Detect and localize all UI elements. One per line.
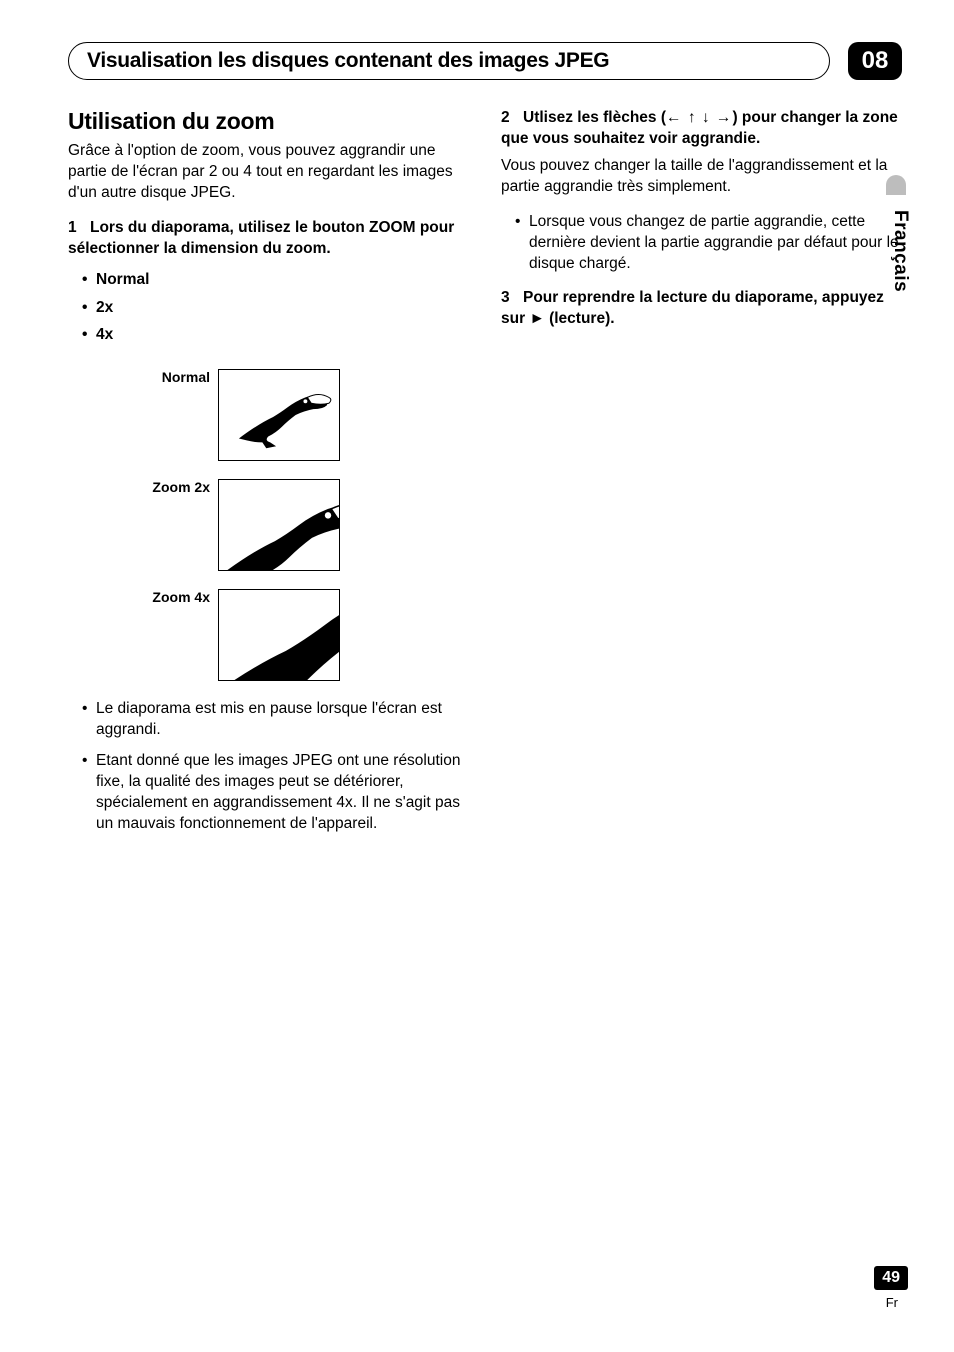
chapter-number: 08	[862, 47, 889, 75]
zoom-box-normal	[218, 369, 340, 461]
zoom-figure: Normal Zoom 2x	[68, 369, 469, 681]
option-2x: 2x	[96, 294, 469, 322]
page-number-badge: 49	[874, 1266, 908, 1290]
zoom-box-4x	[218, 589, 340, 681]
step-3-text-b: (lecture).	[545, 310, 615, 327]
side-language-label: Français	[889, 210, 911, 292]
section-title: Utilisation du zoom	[68, 108, 469, 135]
right-column: 2Utlisez les flèches (← ↑ ↓ →) pour chan…	[501, 108, 902, 845]
step-1-text: Lors du diaporama, utilisez le bouton ZO…	[68, 219, 454, 257]
step-3: 3Pour reprendre la lecture du diaporame,…	[501, 288, 902, 330]
side-tab-marker	[886, 175, 906, 195]
step-2-number: 2	[501, 108, 523, 129]
note-resolution: Etant donné que les images JPEG ont une …	[96, 751, 469, 835]
zoom-label-4x: Zoom 4x	[128, 589, 218, 605]
toucan-icon	[219, 590, 339, 680]
zoom-row-2x: Zoom 2x	[128, 479, 469, 571]
step-2-text-a: Utlisez les flèches (	[523, 109, 666, 126]
zoom-row-4x: Zoom 4x	[128, 589, 469, 681]
zoom-row-normal: Normal	[128, 369, 469, 461]
option-normal: Normal	[96, 266, 469, 294]
zoom-options-list: Normal 2x 4x	[68, 266, 469, 350]
play-icon: ►	[529, 310, 544, 327]
page-language-abbr: Fr	[886, 1295, 898, 1310]
zoom-label-normal: Normal	[128, 369, 218, 385]
zoom-notes: Le diaporama est mis en pause lorsque l'…	[68, 699, 469, 835]
option-4x: 4x	[96, 321, 469, 349]
toucan-icon	[219, 370, 339, 460]
step-2-note: Lorsque vous changez de partie aggrandie…	[529, 212, 902, 275]
page: Visualisation les disques contenant des …	[0, 0, 954, 1352]
step-2-body: Vous pouvez changer la taille de l'aggra…	[501, 156, 902, 198]
step-2: 2Utlisez les flèches (← ↑ ↓ →) pour chan…	[501, 108, 902, 150]
content-columns: Utilisation du zoom Grâce à l'option de …	[68, 108, 902, 845]
intro-paragraph: Grâce à l'option de zoom, vous pouvez ag…	[68, 141, 469, 204]
step-2-notes: Lorsque vous changez de partie aggrandie…	[501, 212, 902, 275]
left-column: Utilisation du zoom Grâce à l'option de …	[68, 108, 469, 845]
toucan-icon	[219, 480, 339, 570]
zoom-label-2x: Zoom 2x	[128, 479, 218, 495]
step-3-number: 3	[501, 288, 523, 309]
page-number: 49	[882, 1269, 900, 1286]
chapter-number-badge: 08	[848, 42, 902, 80]
step-1: 1Lors du diaporama, utilisez le bouton Z…	[68, 218, 469, 260]
chapter-header: Visualisation les disques contenant des …	[68, 42, 902, 80]
note-pause: Le diaporama est mis en pause lorsque l'…	[96, 699, 469, 741]
zoom-box-2x	[218, 479, 340, 571]
arrow-icons: ← ↑ ↓ →	[666, 109, 732, 126]
chapter-title: Visualisation les disques contenant des …	[87, 49, 811, 73]
step-1-number: 1	[68, 218, 90, 239]
chapter-title-pill: Visualisation les disques contenant des …	[68, 42, 830, 80]
